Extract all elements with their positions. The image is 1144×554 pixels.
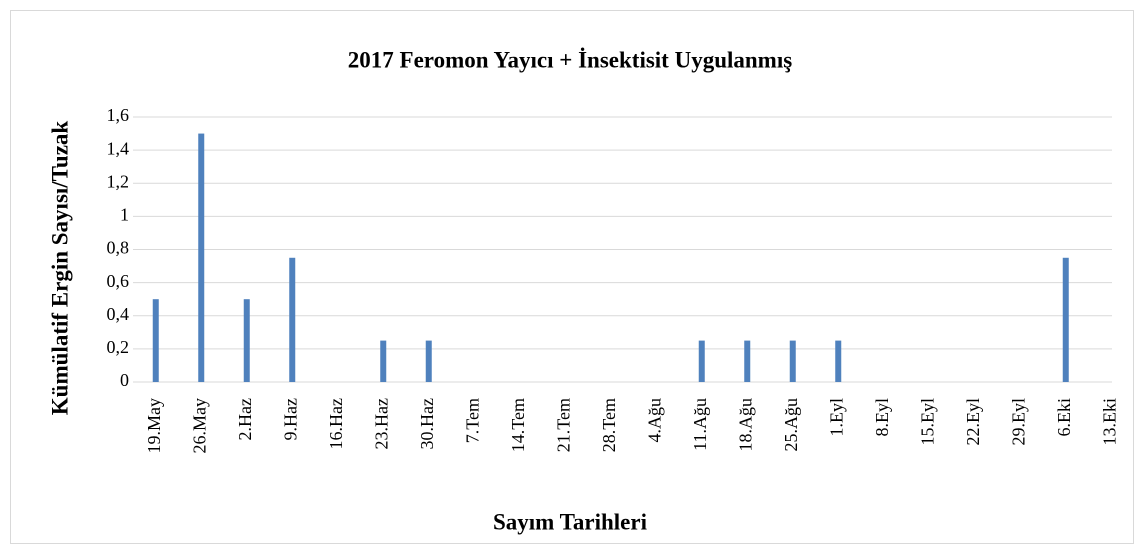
- bar: [380, 340, 387, 382]
- x-axis-title: Sayım Tarihleri: [493, 509, 648, 534]
- y-tick-label: 0: [120, 370, 129, 390]
- x-tick-label: 13.Eki: [1099, 398, 1119, 446]
- bar: [789, 340, 796, 382]
- bar: [198, 133, 205, 382]
- x-tick-label: 19.May: [144, 398, 164, 454]
- x-tick-label: 28.Tem: [599, 398, 619, 452]
- y-tick-label: 0,4: [107, 304, 130, 324]
- y-axis-title: Kümülatif Ergin Sayısı/Tuzak: [47, 121, 72, 416]
- y-tick-label: 1,4: [107, 138, 130, 158]
- y-tick-label: 1,6: [107, 105, 130, 125]
- y-tick-label: 1: [120, 205, 129, 225]
- bar: [289, 257, 296, 382]
- x-tick-label: 4.Ağu: [644, 398, 664, 443]
- x-tick-label: 1.Eyl: [826, 398, 846, 437]
- bar: [698, 340, 705, 382]
- chart-border: [10, 10, 1134, 544]
- bar: [1062, 257, 1069, 382]
- x-tick-label: 21.Tem: [553, 398, 573, 452]
- bar: [425, 340, 432, 382]
- bar: [152, 299, 159, 382]
- y-tick-label: 0,6: [107, 271, 130, 291]
- x-tick-label: 23.Haz: [371, 398, 391, 449]
- y-tick-label: 0,2: [107, 337, 130, 357]
- x-tick-label: 2.Haz: [235, 398, 255, 440]
- x-tick-label: 9.Haz: [280, 398, 300, 440]
- x-tick-label: 18.Ağu: [735, 398, 755, 452]
- x-tick-label: 22.Eyl: [963, 398, 983, 446]
- x-tick-label: 14.Tem: [508, 398, 528, 452]
- x-tick-label: 25.Ağu: [781, 398, 801, 452]
- x-tick-label: 8.Eyl: [872, 398, 892, 437]
- y-tick-label: 1,2: [107, 171, 130, 191]
- bar: [744, 340, 751, 382]
- x-tick-label: 6.Eki: [1054, 398, 1074, 437]
- y-tick-label: 0,8: [107, 238, 130, 258]
- x-tick-label: 11.Ağu: [690, 398, 710, 451]
- x-tick-label: 29.Eyl: [1008, 398, 1028, 446]
- x-tick-label: 16.Haz: [326, 398, 346, 449]
- x-tick-label: 30.Haz: [417, 398, 437, 449]
- bar: [243, 299, 250, 382]
- x-tick-label: 26.May: [189, 398, 209, 454]
- x-tick-label: 7.Tem: [462, 398, 482, 443]
- chart-title: 2017 Feromon Yayıcı + İnsektisit Uygulan…: [348, 47, 792, 72]
- x-tick-label: 15.Eyl: [917, 398, 937, 446]
- bar: [835, 340, 842, 382]
